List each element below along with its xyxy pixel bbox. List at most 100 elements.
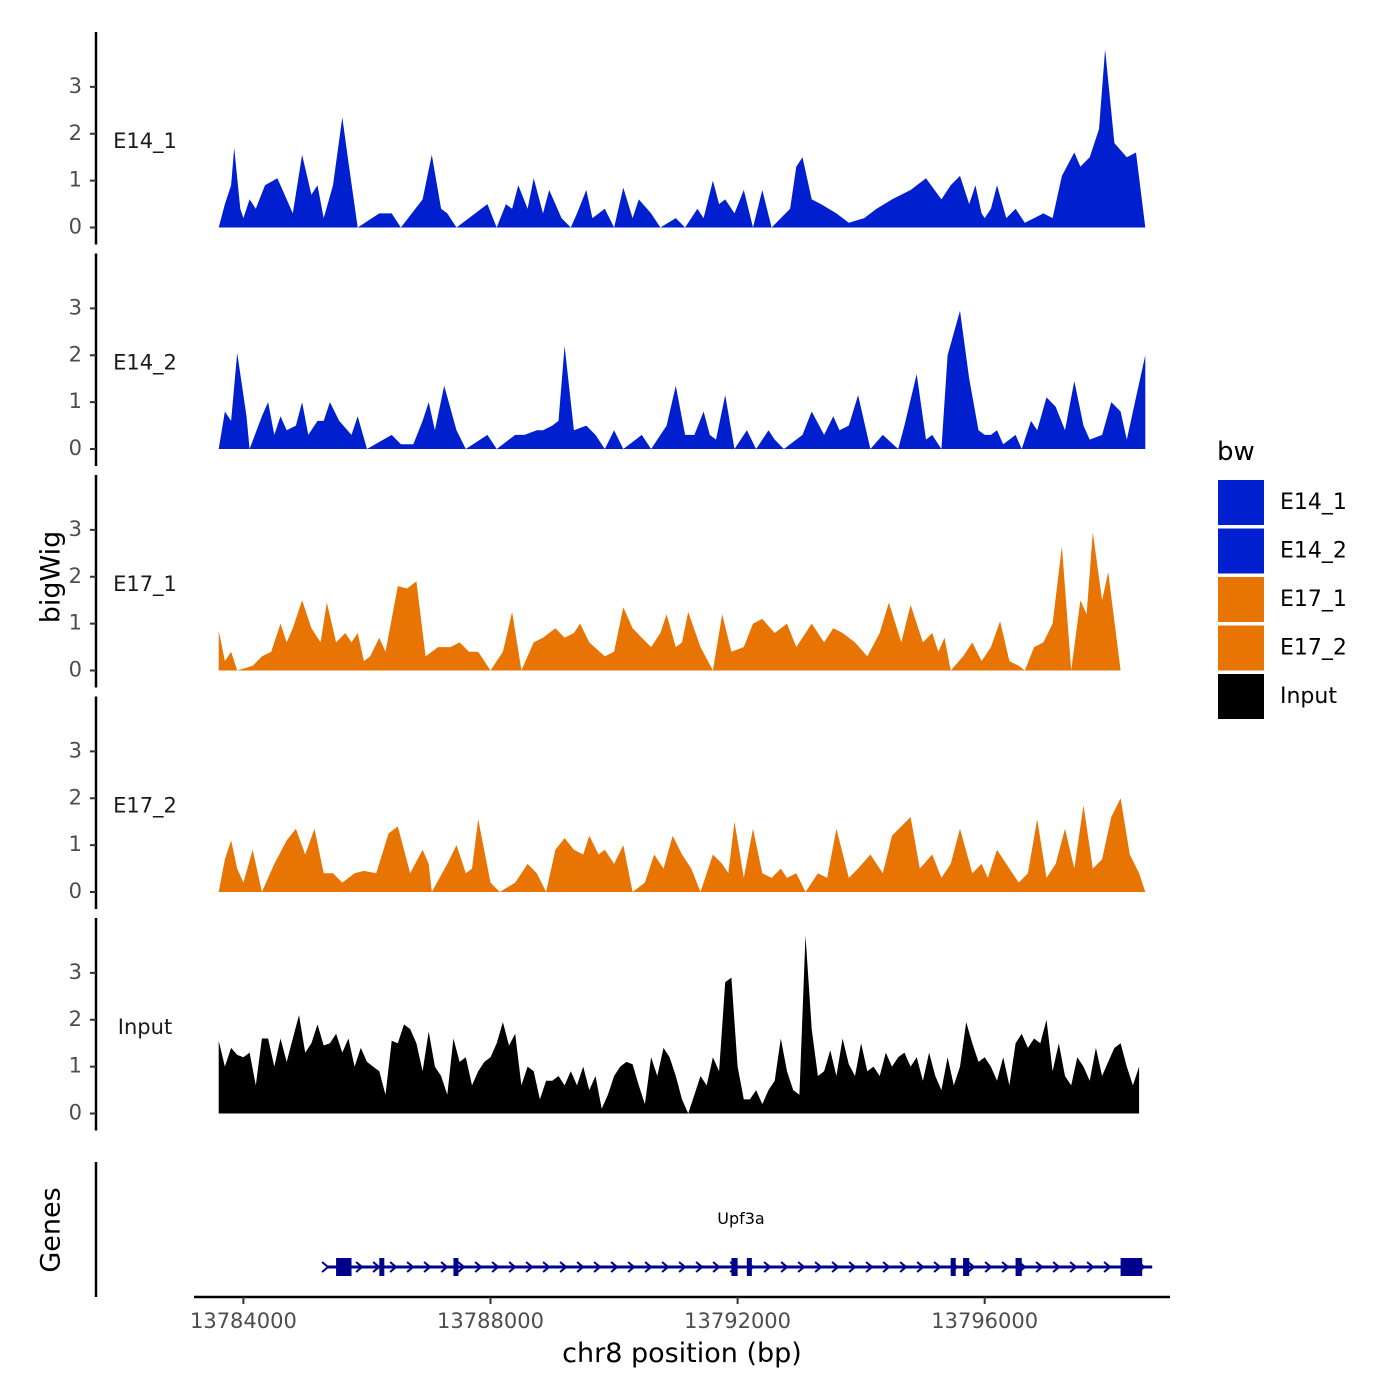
y-axis-title: bigWig bbox=[36, 531, 67, 624]
strand-arrow bbox=[661, 1261, 670, 1273]
track-e17-2: 0 1 2 3 E17_2 bbox=[69, 696, 1146, 909]
track-label-e14-1: E14_1 bbox=[113, 129, 177, 154]
strand-arrow bbox=[882, 1261, 891, 1273]
strand-arrow bbox=[1052, 1261, 1061, 1273]
gene-track: Genes Upf3a bbox=[36, 1162, 1153, 1297]
track-label-input: Input bbox=[118, 1015, 172, 1039]
legend-title: bw bbox=[1217, 437, 1255, 467]
genes-axis-title: Genes bbox=[36, 1187, 67, 1272]
x-axis: chr8 position (bp) 13784000 13788000 13792… bbox=[190, 1295, 1170, 1369]
track-label-e14-2: E14_2 bbox=[113, 350, 177, 375]
gene-exon bbox=[379, 1258, 385, 1276]
y-tick-label: 0 bbox=[69, 1101, 82, 1125]
strand-arrow bbox=[1001, 1261, 1010, 1273]
track-label-e17-1: E17_1 bbox=[113, 572, 177, 597]
strand-arrow bbox=[712, 1261, 721, 1273]
strand-arrow bbox=[542, 1261, 551, 1273]
x-tick-label: 13796000 bbox=[931, 1309, 1038, 1333]
strand-arrow bbox=[933, 1261, 942, 1273]
strand-arrow bbox=[1069, 1261, 1078, 1273]
x-tick-label: 13784000 bbox=[190, 1309, 297, 1333]
y-tick-label: 0 bbox=[69, 658, 82, 682]
x-tick-label: 13792000 bbox=[684, 1309, 791, 1333]
x-tick-label: 13788000 bbox=[437, 1309, 544, 1333]
strand-arrow bbox=[559, 1261, 568, 1273]
coverage-area-e14-2 bbox=[218, 310, 1146, 449]
strand-arrow bbox=[491, 1261, 500, 1273]
strand-arrow bbox=[593, 1261, 602, 1273]
strand-arrow bbox=[440, 1261, 449, 1273]
legend-swatch bbox=[1218, 480, 1264, 525]
gene-exon bbox=[1120, 1258, 1143, 1276]
strand-arrow bbox=[763, 1261, 772, 1273]
strand-arrow bbox=[1086, 1261, 1095, 1273]
y-tick-label: 1 bbox=[69, 168, 82, 192]
y-tick-label: 2 bbox=[69, 785, 82, 809]
y-tick-label: 0 bbox=[69, 879, 82, 903]
y-tick-label: 2 bbox=[69, 564, 82, 588]
strand-arrow bbox=[508, 1261, 517, 1273]
gene-exon bbox=[950, 1258, 956, 1276]
strand-arrow bbox=[780, 1261, 789, 1273]
gene-exon bbox=[963, 1258, 970, 1276]
strand-arrow bbox=[457, 1261, 466, 1273]
strand-arrow bbox=[372, 1261, 381, 1273]
strand-arrow bbox=[576, 1261, 585, 1273]
y-tick-label: 1 bbox=[69, 1054, 82, 1078]
strand-arrow bbox=[797, 1261, 806, 1273]
strand-arrow bbox=[1103, 1261, 1112, 1273]
strand-arrow bbox=[474, 1261, 483, 1273]
track-input: 0 1 2 3 Input bbox=[69, 918, 1140, 1131]
strand-arrow bbox=[814, 1261, 823, 1273]
track-label-e17-2: E17_2 bbox=[113, 793, 177, 818]
y-tick-label: 0 bbox=[69, 436, 82, 460]
strand-arrow bbox=[678, 1261, 687, 1273]
strand-arrow bbox=[355, 1261, 364, 1273]
y-tick-label: 0 bbox=[69, 215, 82, 239]
strand-arrow bbox=[695, 1261, 704, 1273]
legend-swatch bbox=[1218, 625, 1264, 671]
strand-arrow bbox=[865, 1261, 874, 1273]
coverage-area-e17-1 bbox=[218, 532, 1121, 671]
strand-arrow bbox=[627, 1261, 636, 1273]
y-tick-label: 1 bbox=[69, 832, 82, 856]
gene-exon bbox=[453, 1258, 459, 1276]
legend-swatch bbox=[1218, 674, 1264, 719]
track-e14-1: 0 1 2 3 E14_1 bbox=[69, 32, 1146, 245]
strand-arrow bbox=[899, 1261, 908, 1273]
y-tick-label: 2 bbox=[69, 1007, 82, 1031]
gene-exon bbox=[1015, 1258, 1022, 1276]
strand-arrow bbox=[984, 1261, 993, 1273]
strand-arrow bbox=[848, 1261, 857, 1273]
strand-arrow bbox=[916, 1261, 925, 1273]
gene-exon bbox=[731, 1258, 738, 1276]
y-tick-label: 1 bbox=[69, 611, 82, 635]
coverage-area-e14-1 bbox=[218, 49, 1146, 228]
strand-arrow bbox=[389, 1261, 398, 1273]
strand-arrow bbox=[610, 1261, 619, 1273]
y-tick-label: 2 bbox=[69, 342, 82, 366]
strand-arrow bbox=[831, 1261, 840, 1273]
strand-arrow bbox=[406, 1261, 415, 1273]
gene-name-label: Upf3a bbox=[717, 1209, 764, 1228]
legend-label: E17_2 bbox=[1280, 636, 1347, 661]
strand-arrow bbox=[1035, 1261, 1044, 1273]
legend-label: Input bbox=[1280, 684, 1337, 709]
legend-label: E14_2 bbox=[1280, 539, 1347, 564]
gene-exon bbox=[746, 1258, 752, 1276]
legend-label: E17_1 bbox=[1280, 587, 1347, 612]
y-tick-label: 3 bbox=[69, 738, 82, 762]
x-axis-title: chr8 position (bp) bbox=[562, 1338, 802, 1369]
track-e17-1: 0 1 2 3 E17_1 bbox=[69, 475, 1121, 688]
y-tick-label: 3 bbox=[69, 295, 82, 319]
strand-arrow bbox=[644, 1261, 653, 1273]
coverage-area-input bbox=[218, 935, 1140, 1114]
strand-arrow bbox=[967, 1261, 976, 1273]
strand-arrow bbox=[321, 1261, 330, 1273]
track-e14-2: 0 1 2 3 E14_2 bbox=[69, 253, 1146, 466]
coverage-area-e17-2 bbox=[218, 798, 1146, 892]
legend-swatch bbox=[1218, 577, 1264, 622]
y-tick-label: 3 bbox=[69, 517, 82, 541]
gene-exon bbox=[336, 1258, 352, 1276]
